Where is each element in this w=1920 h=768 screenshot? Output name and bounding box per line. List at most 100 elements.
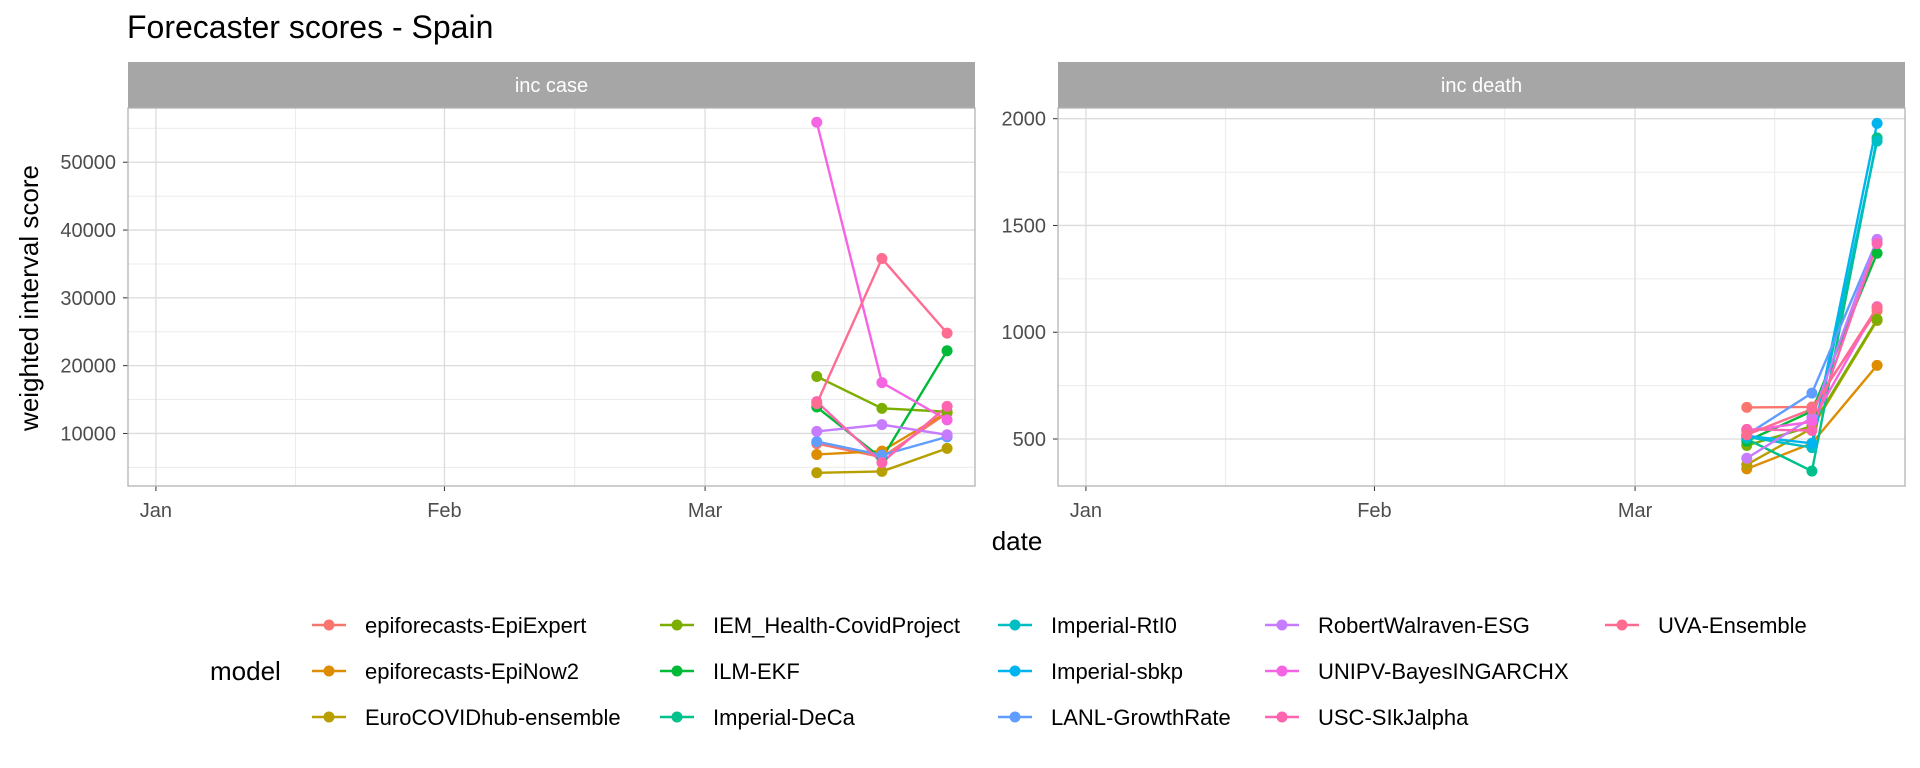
legend-key-point <box>1276 711 1288 723</box>
legend-key-point <box>1009 665 1021 677</box>
legend-label: epiforecasts-EpiNow2 <box>365 659 579 684</box>
legend-item: USC-SIkJalpha <box>1265 705 1469 730</box>
data-point <box>1741 429 1753 441</box>
panel-strip-label: inc death <box>1441 75 1522 97</box>
legend-item: epiforecasts-EpiExpert <box>312 613 586 638</box>
data-point <box>1806 416 1818 428</box>
data-point <box>941 345 953 357</box>
legend-label: IEM_Health-CovidProject <box>713 613 960 638</box>
data-point <box>876 402 888 414</box>
data-point <box>1741 401 1753 413</box>
legend-item: UVA-Ensemble <box>1605 613 1807 638</box>
x-tick-label: Feb <box>427 500 461 522</box>
y-tick-label: 50000 <box>60 152 116 174</box>
legend-key-point <box>323 711 335 723</box>
legend: model epiforecasts-EpiExpert epiforecasts… <box>210 613 1807 730</box>
legend-item: LANL-GrowthRate <box>998 705 1231 730</box>
legend-label: UVA-Ensemble <box>1658 613 1807 638</box>
data-point <box>1806 437 1818 449</box>
legend-key-point <box>671 665 683 677</box>
data-point <box>876 377 888 389</box>
legend-item: ILM-EKF <box>660 659 800 684</box>
legend-key-point <box>323 619 335 631</box>
x-tick-label: Mar <box>1618 500 1653 522</box>
legend-label: EuroCOVIDhub-ensemble <box>365 705 621 730</box>
y-tick-label: 30000 <box>60 288 116 310</box>
panel-0: inc case 10000 20000 30000 40000 50000 Jan Feb M… <box>60 62 976 522</box>
x-axis-title: date <box>992 526 1043 556</box>
data-point <box>1871 247 1883 259</box>
legend-item: epiforecasts-EpiNow2 <box>312 659 579 684</box>
panel-strip <box>1058 62 1905 108</box>
legend-key-point <box>323 665 335 677</box>
data-point <box>1871 359 1883 371</box>
legend-label: Imperial-DeCa <box>713 705 856 730</box>
data-point <box>811 370 823 382</box>
y-tick-label: 10000 <box>60 423 116 445</box>
legend-key-point <box>1009 711 1021 723</box>
legend-key-point <box>1276 665 1288 677</box>
data-point <box>1871 135 1883 147</box>
legend-item: Imperial-sbkp <box>998 659 1183 684</box>
data-point <box>876 465 888 477</box>
data-point <box>811 448 823 460</box>
data-point <box>811 398 823 410</box>
data-point <box>941 327 953 339</box>
legend-label: ILM-EKF <box>713 659 800 684</box>
data-point <box>1741 452 1753 464</box>
legend-item: UNIPV-BayesINGARCHX <box>1265 659 1569 684</box>
data-point <box>1806 465 1818 477</box>
legend-item: Imperial-RtI0 <box>998 613 1177 638</box>
legend-label: USC-SIkJalpha <box>1318 705 1469 730</box>
y-tick-label: 500 <box>1013 429 1046 451</box>
y-tick-label: 1500 <box>1002 215 1047 237</box>
panel-strip-label: inc case <box>515 75 588 97</box>
panel-background <box>128 108 975 486</box>
x-tick-label: Jan <box>140 500 172 522</box>
legend-item: Imperial-DeCa <box>660 705 856 730</box>
data-point <box>941 429 953 441</box>
data-point <box>876 457 888 469</box>
y-tick-label: 2000 <box>1002 109 1047 131</box>
y-tick-label: 1000 <box>1002 322 1047 344</box>
data-point <box>811 116 823 128</box>
chart-title: Forecaster scores - Spain <box>127 9 493 45</box>
panel-1: inc death 500 1000 1500 2000 Jan Feb Mar <box>1002 62 1906 522</box>
data-point <box>1871 238 1883 250</box>
legend-key-point <box>1276 619 1288 631</box>
y-tick-label: 40000 <box>60 220 116 242</box>
data-point <box>811 436 823 448</box>
data-point <box>1871 117 1883 129</box>
legend-label: LANL-GrowthRate <box>1051 705 1231 730</box>
x-tick-label: Jan <box>1070 500 1102 522</box>
y-tick-label: 20000 <box>60 356 116 378</box>
legend-title: model <box>210 656 281 686</box>
legend-key-point <box>671 711 683 723</box>
data-point <box>941 442 953 454</box>
data-point <box>1871 302 1883 314</box>
panel-strip <box>128 62 975 108</box>
legend-label: Imperial-sbkp <box>1051 659 1183 684</box>
panel-border <box>127 107 976 487</box>
data-point <box>811 425 823 437</box>
legend-label: epiforecasts-EpiExpert <box>365 613 586 638</box>
data-point <box>1871 313 1883 325</box>
data-point <box>876 253 888 265</box>
legend-key-point <box>1009 619 1021 631</box>
y-axis-title: weighted interval score <box>14 165 44 432</box>
data-point <box>811 467 823 479</box>
legend-label: RobertWalraven-ESG <box>1318 613 1530 638</box>
legend-label: Imperial-RtI0 <box>1051 613 1177 638</box>
data-point <box>1806 387 1818 399</box>
data-point <box>941 414 953 426</box>
x-tick-label: Feb <box>1357 500 1391 522</box>
x-tick-label: Mar <box>688 500 723 522</box>
legend-key-point <box>671 619 683 631</box>
legend-key-point <box>1616 619 1628 631</box>
panel-border <box>1057 107 1906 487</box>
legend-item: EuroCOVIDhub-ensemble <box>312 705 621 730</box>
data-point <box>1806 403 1818 415</box>
data-point <box>876 419 888 431</box>
panels-group: inc case 10000 20000 30000 40000 50000 Jan Feb M… <box>60 62 1906 522</box>
